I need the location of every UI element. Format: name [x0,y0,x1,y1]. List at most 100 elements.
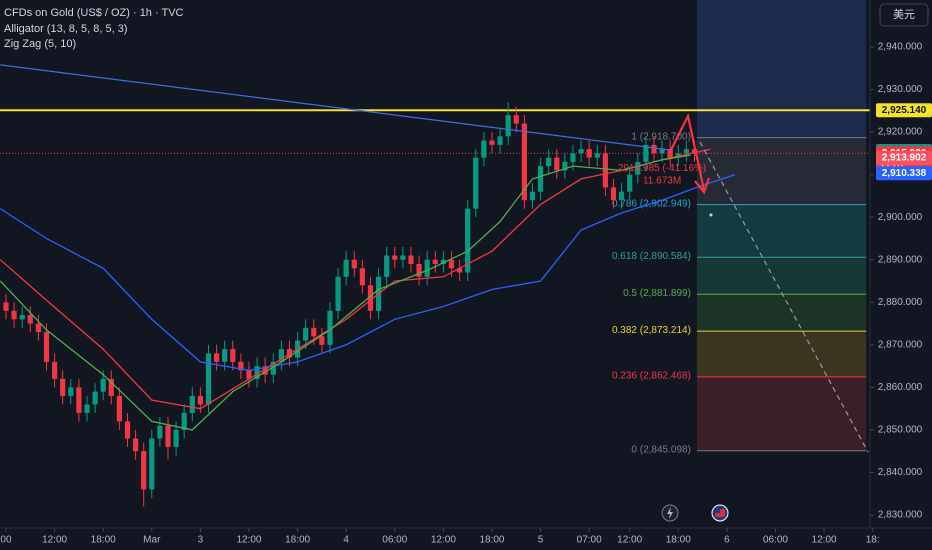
zigzag-arrow [667,112,706,191]
candle-body [392,255,398,260]
fib-zone [696,137,867,205]
x-tick-label: 12:00 [812,535,837,546]
candle-body [618,191,625,201]
candle-body [456,268,463,273]
zigzag-arrowhead [694,177,711,195]
fib-zone [696,0,867,138]
candle-body [60,378,66,396]
x-tick-label: 18:00 [91,535,116,546]
candle-body [246,370,252,379]
fib-label: 0.618 (2,890.584) [612,251,691,262]
candle-body [562,161,568,171]
y-tick-label: 2,840.000 [878,467,923,478]
candle-body [149,438,155,490]
fib-zone [696,294,867,332]
y-tick-label: 2,880.000 [878,297,923,308]
y-tick-label: 2,900.000 [878,212,923,223]
candle-body [335,276,341,311]
price-tag [876,103,932,118]
candle-body [319,336,325,345]
candle-body [3,302,9,311]
candle-body [554,157,560,171]
candle-body [351,259,357,269]
candle-body [537,166,544,192]
candle-body [222,349,228,362]
x-tick-label: 6 [724,535,730,546]
candle-body [416,264,422,277]
y-tick-label: 2,860.000 [878,382,923,393]
x-tick-label: 06:00 [763,535,788,546]
x-tick-label: 18: [866,535,880,546]
x-tick-label: 07:00 [577,535,602,546]
annotation: 2914.985 (-41.16%) [618,163,706,174]
candle-body [68,387,74,396]
price-tag [876,151,932,166]
candle-body [311,327,317,337]
candle-body [43,332,50,362]
candle-body [570,153,576,162]
candle-body [197,395,203,405]
candle-body [19,315,25,320]
candle-body [141,451,147,490]
candle-body [84,404,90,413]
candle-body [440,259,446,264]
event-icons [661,504,729,522]
candle-body [35,323,41,333]
fib-label: 0.5 (2,881.899) [623,288,691,299]
candle-body [384,255,390,277]
price-tag-label: 2,910.338 [882,168,927,179]
fib-label: 0.236 (2,862.468) [612,371,691,382]
y-tick-label: 2,870.000 [878,339,923,350]
price-tag-label: 2,925.140 [882,105,927,116]
fib-zone [696,331,867,377]
candle-body [230,349,236,362]
candle-body [635,161,641,175]
currency-label[interactable]: 美元 [893,8,915,21]
candle-body [578,149,584,154]
currency-button[interactable] [879,3,929,27]
candle-body [586,149,592,158]
candle-body [481,140,487,158]
x-tick-label: 18:00 [666,535,691,546]
candle-body [367,285,374,311]
indicator-line [0,174,736,372]
candle-body [683,149,689,154]
candle-body [424,259,430,277]
x-tick-label: 18:00 [285,535,310,546]
x-tick-label: 3 [198,535,204,546]
candle-body [408,255,414,264]
candle-body [108,378,114,396]
candle-body [270,361,276,375]
price-axis [870,0,932,550]
candle-body [643,144,649,162]
candle-body [100,378,106,392]
candle-body [602,153,608,188]
candle-body [213,353,220,362]
x-tick-label: 5 [538,535,544,546]
candle-body [610,187,617,201]
candle-body [400,255,406,260]
indicator-line [0,64,671,151]
y-tick-label: 2,940.000 [878,42,923,53]
candle-body [173,429,179,447]
candle-body [27,315,33,324]
plot-area: 1 (2,918.700)0.786 (2,902.949)0.618 (2,8… [0,0,870,507]
indicator-label: Zig Zag (5, 10) [4,38,76,50]
candle-body [262,366,268,375]
projection-line [699,141,869,453]
candle-body [11,310,17,320]
lightning-icon [667,507,673,519]
candle-body [189,395,195,413]
candle-body [546,157,552,167]
x-tick-label: 4 [343,535,349,546]
fib-label: 0.382 (2,873.214) [612,325,691,336]
candle-body [627,174,633,192]
y-tick-label: 2,920.000 [878,127,923,138]
x-tick-label: 12:00 [617,535,642,546]
y-tick-label: 2,850.000 [878,425,923,436]
indicator-line [0,154,691,431]
candle-body [92,391,98,405]
candle-body [165,425,171,447]
candle-body [132,438,139,452]
